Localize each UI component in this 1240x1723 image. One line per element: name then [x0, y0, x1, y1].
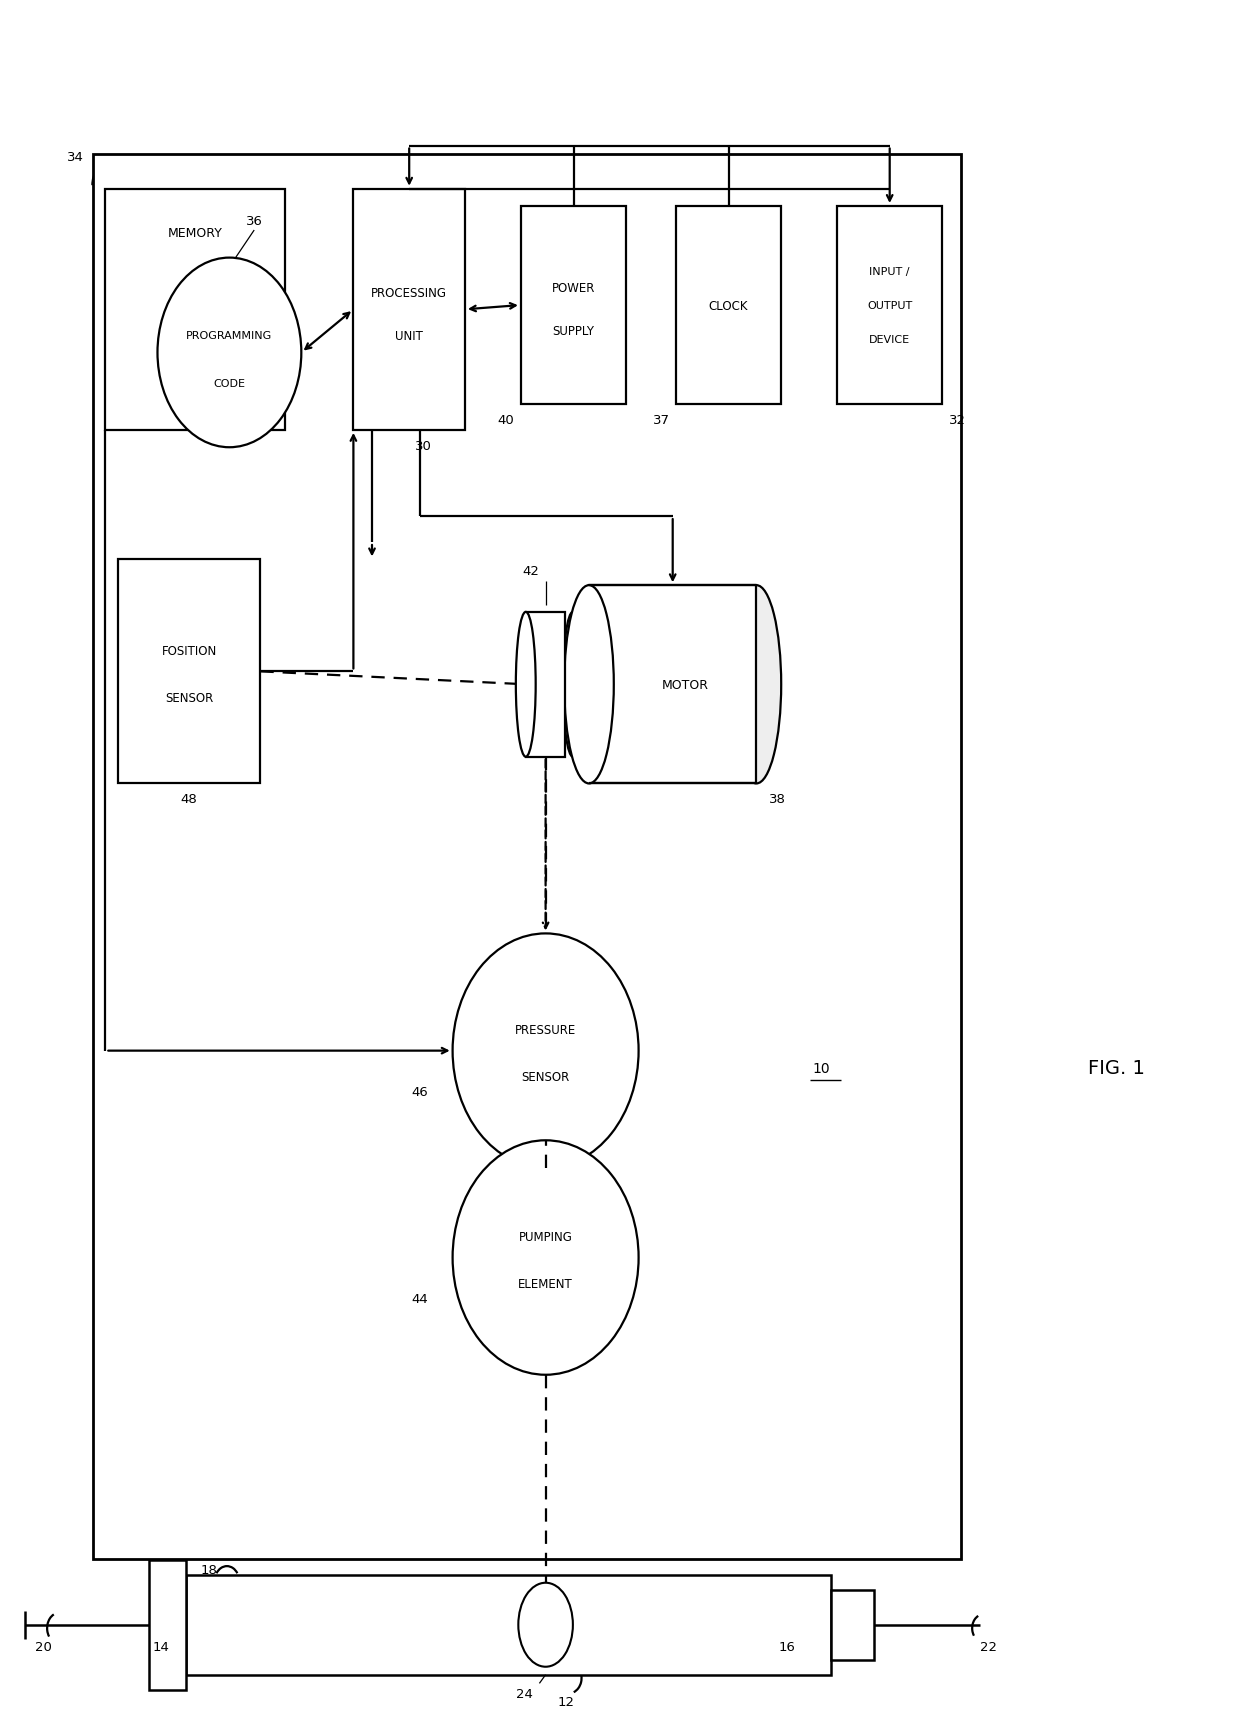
Text: 38: 38	[769, 793, 786, 806]
Text: SENSOR: SENSOR	[165, 691, 213, 705]
Text: 34: 34	[67, 150, 84, 164]
Bar	[93, 155, 961, 1559]
Text: OUTPUT: OUTPUT	[867, 302, 913, 310]
Ellipse shape	[516, 612, 536, 756]
Text: 16: 16	[779, 1640, 796, 1654]
Text: 36: 36	[246, 214, 263, 227]
Text: 46: 46	[410, 1085, 428, 1099]
Ellipse shape	[518, 1583, 573, 1666]
Ellipse shape	[157, 258, 301, 448]
Text: MEMORY: MEMORY	[167, 226, 223, 239]
Bar	[186, 1575, 831, 1675]
Text: UNIT: UNIT	[396, 329, 423, 343]
Text: 30: 30	[415, 439, 433, 453]
Text: 40: 40	[497, 414, 515, 427]
Text: PRESSURE: PRESSURE	[515, 1023, 577, 1037]
Text: 22: 22	[980, 1640, 997, 1654]
Text: POWER: POWER	[552, 283, 595, 295]
Ellipse shape	[563, 612, 583, 756]
Bar	[105, 190, 285, 431]
Text: 20: 20	[35, 1640, 52, 1654]
Bar	[831, 1590, 874, 1659]
Ellipse shape	[453, 1141, 639, 1375]
Bar	[521, 207, 626, 405]
Ellipse shape	[564, 586, 614, 784]
Text: PROGRAMMING: PROGRAMMING	[186, 331, 273, 341]
Text: 37: 37	[652, 414, 670, 427]
Text: 44: 44	[410, 1292, 428, 1306]
Bar	[676, 207, 781, 405]
Text: FIG. 1: FIG. 1	[1087, 1058, 1145, 1079]
Ellipse shape	[453, 934, 639, 1168]
Text: 14: 14	[153, 1640, 170, 1654]
Text: SENSOR: SENSOR	[522, 1070, 569, 1084]
Text: 42: 42	[522, 565, 539, 577]
Text: 32: 32	[949, 414, 966, 427]
Bar	[837, 207, 942, 405]
Text: 10: 10	[812, 1061, 830, 1075]
Text: SUPPLY: SUPPLY	[553, 326, 594, 338]
Text: 18: 18	[200, 1563, 217, 1577]
Text: FOSITION: FOSITION	[161, 644, 217, 658]
Text: MOTOR: MOTOR	[662, 679, 708, 691]
Text: INPUT /: INPUT /	[869, 267, 910, 276]
Bar	[526, 612, 565, 758]
Text: DEVICE: DEVICE	[869, 336, 910, 345]
Ellipse shape	[732, 586, 781, 784]
Text: 12: 12	[558, 1695, 575, 1709]
Bar	[149, 1559, 186, 1690]
Text: PROCESSING: PROCESSING	[371, 286, 448, 300]
Bar	[589, 586, 756, 784]
Bar	[353, 190, 465, 431]
Text: ELEMENT: ELEMENT	[518, 1277, 573, 1291]
Text: CLOCK: CLOCK	[709, 300, 748, 312]
Bar	[118, 560, 260, 784]
Text: PUMPING: PUMPING	[518, 1230, 573, 1244]
Text: 48: 48	[181, 793, 197, 806]
Text: 24: 24	[516, 1687, 533, 1701]
Text: CODE: CODE	[213, 379, 246, 389]
